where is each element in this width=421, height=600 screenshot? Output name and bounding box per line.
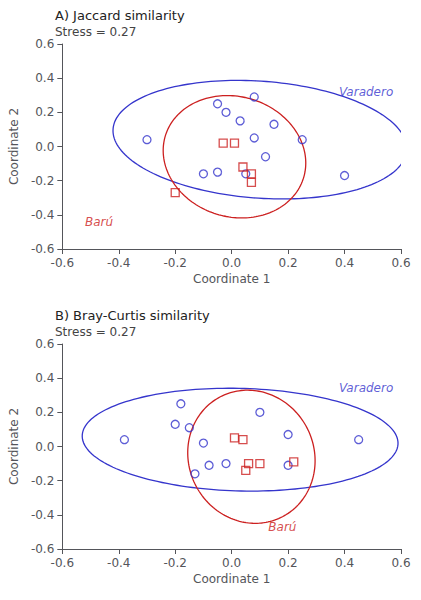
svg-text:-0.4: -0.4 — [31, 208, 54, 222]
svg-text:0.2: 0.2 — [35, 105, 54, 119]
svg-text:0.0: 0.0 — [35, 440, 54, 454]
svg-text:0.2: 0.2 — [35, 405, 54, 419]
svg-text:Stress = 0.27: Stress = 0.27 — [55, 325, 136, 339]
svg-text:Barú: Barú — [85, 215, 114, 229]
svg-text:-0.6: -0.6 — [51, 256, 74, 270]
svg-text:-0.2: -0.2 — [163, 256, 186, 270]
svg-text:-0.2: -0.2 — [31, 474, 54, 488]
svg-text:0.2: 0.2 — [279, 556, 298, 570]
svg-text:0.0: 0.0 — [222, 556, 241, 570]
svg-text:Coordinate 1: Coordinate 1 — [193, 272, 270, 286]
svg-text:-0.6: -0.6 — [51, 556, 74, 570]
svg-text:0.4: 0.4 — [35, 371, 54, 385]
svg-text:A) Jaccard similarity: A) Jaccard similarity — [55, 8, 185, 23]
svg-text:B) Bray-Curtis similarity: B) Bray-Curtis similarity — [55, 308, 210, 323]
svg-text:0.0: 0.0 — [35, 140, 54, 154]
svg-text:-0.4: -0.4 — [107, 256, 130, 270]
svg-text:0.2: 0.2 — [279, 256, 298, 270]
svg-text:-0.4: -0.4 — [31, 508, 54, 522]
svg-text:0.4: 0.4 — [35, 71, 54, 85]
svg-text:Varadero: Varadero — [339, 381, 393, 395]
svg-text:0.6: 0.6 — [35, 37, 54, 51]
svg-text:0.4: 0.4 — [335, 256, 354, 270]
svg-text:-0.2: -0.2 — [31, 174, 54, 188]
svg-text:-0.2: -0.2 — [163, 556, 186, 570]
svg-text:Coordinate 2: Coordinate 2 — [7, 108, 21, 185]
svg-text:0.4: 0.4 — [335, 556, 354, 570]
svg-text:0.0: 0.0 — [222, 256, 241, 270]
svg-text:Coordinate 2: Coordinate 2 — [7, 408, 21, 485]
svg-text:-0.4: -0.4 — [107, 556, 130, 570]
svg-text:0.6: 0.6 — [391, 556, 410, 570]
svg-text:-0.6: -0.6 — [31, 542, 54, 556]
svg-text:Coordinate 1: Coordinate 1 — [193, 572, 270, 586]
svg-text:-0.6: -0.6 — [31, 242, 54, 256]
svg-text:0.6: 0.6 — [35, 337, 54, 351]
svg-text:Varadero: Varadero — [339, 85, 393, 99]
svg-text:Stress = 0.27: Stress = 0.27 — [55, 25, 136, 39]
svg-text:Barú: Barú — [268, 520, 297, 534]
svg-text:0.6: 0.6 — [391, 256, 410, 270]
